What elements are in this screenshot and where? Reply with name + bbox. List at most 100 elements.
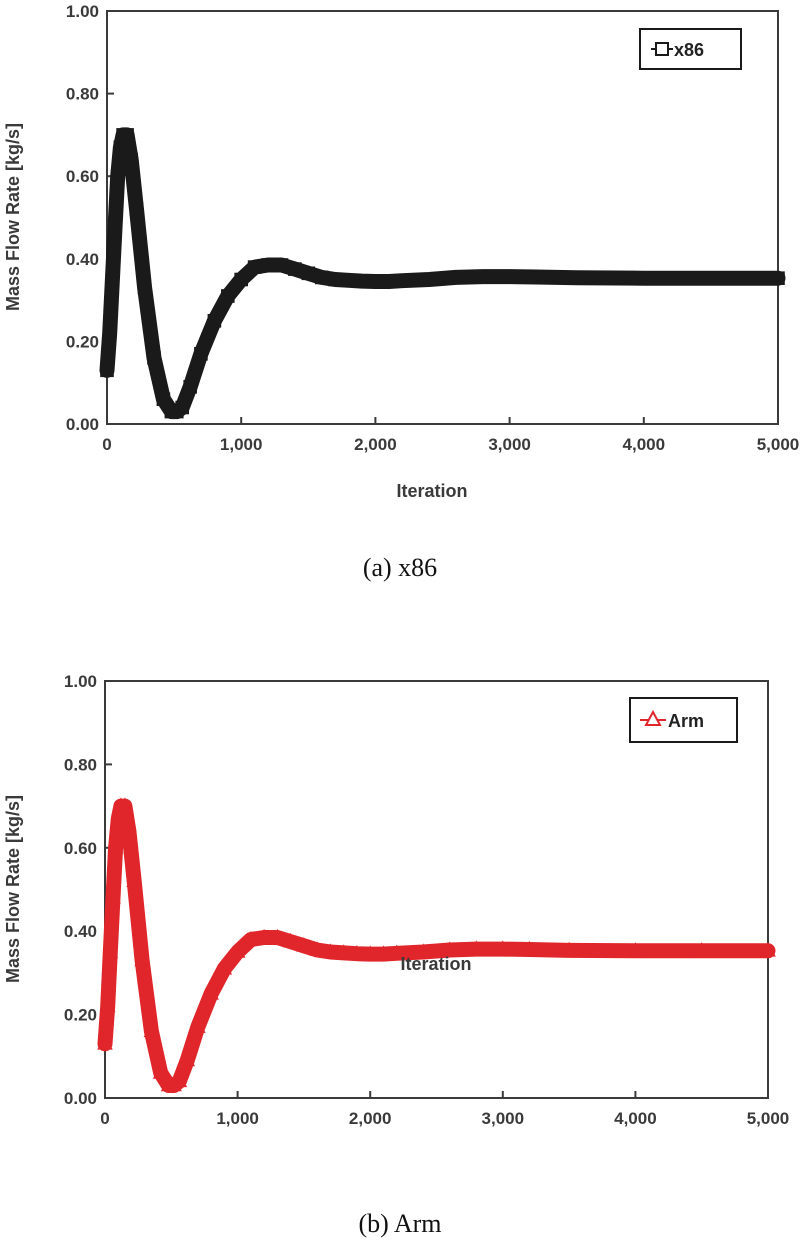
data-point: [243, 930, 259, 946]
data-point: [760, 942, 776, 957]
data-point: [388, 944, 405, 960]
data-point: [102, 326, 117, 340]
data-point: [521, 940, 538, 956]
series-group-a: [99, 127, 786, 420]
data-point: [395, 273, 410, 288]
legend-label-a: x86: [674, 40, 704, 60]
data-point: [124, 152, 138, 167]
y-tick-label: 0.20: [66, 332, 99, 351]
series-group-b: [97, 797, 776, 1093]
data-point: [171, 1072, 188, 1088]
x-tick-label: 4,000: [614, 1109, 657, 1128]
y-tick-label: 1.00: [66, 2, 99, 21]
data-point: [296, 937, 312, 952]
data-point: [368, 274, 383, 289]
data-point: [475, 269, 490, 284]
legend-marker-triangle-icon: [644, 709, 662, 726]
data-point: [502, 269, 517, 284]
y-axis-title-b: Mass Flow Rate [kg/s]: [3, 795, 23, 983]
data-point: [627, 942, 644, 957]
data-point: [274, 258, 289, 272]
x-tick-label: 1,000: [216, 1109, 259, 1128]
data-point: [126, 872, 143, 888]
ticks-b: 0 1,000 2,000 3,000 4,000 5,000 0.00 0.20 0.40 0.…: [64, 672, 789, 1128]
y-tick-label: 0.60: [66, 167, 99, 186]
data-point: [156, 392, 171, 407]
ticks-a: 0 1,000 2,000 3,000 4,000 5,000 0.00 0.20 0.40 0.…: [66, 2, 799, 454]
x-tick-label: 3,000: [482, 1109, 525, 1128]
x-tick-label: 2,000: [354, 435, 397, 454]
data-point: [449, 270, 463, 285]
x-tick-label: 5,000: [747, 1109, 790, 1128]
data-point: [97, 1035, 113, 1050]
y-tick-label: 0.80: [66, 85, 99, 104]
data-point: [693, 942, 710, 957]
data-point: [121, 822, 137, 837]
data-point: [415, 943, 432, 958]
x-axis-title-a: Iteration: [396, 481, 467, 501]
data-point: [105, 272, 120, 287]
y-tick-label: 0.00: [66, 415, 99, 434]
data-point: [362, 945, 379, 960]
data-point: [110, 809, 127, 825]
data-point: [100, 363, 114, 378]
data-point: [569, 270, 584, 285]
x-axis-title-b: Iteration: [400, 954, 471, 974]
data-point: [256, 928, 272, 944]
data-point: [636, 271, 651, 286]
data-point: [120, 128, 134, 142]
data-point: [494, 940, 511, 955]
data-point: [216, 960, 233, 975]
data-point: [189, 1018, 206, 1033]
data-point: [314, 270, 329, 285]
data-point: [269, 928, 286, 944]
data-point: [129, 202, 144, 216]
x-tick-label: 3,000: [488, 435, 531, 454]
data-point: [137, 280, 152, 295]
x-tick-label: 1,000: [220, 435, 263, 454]
caption-b: (b) Arm: [358, 1209, 441, 1238]
data-point: [207, 313, 222, 328]
data-point: [341, 273, 356, 288]
data-point: [261, 258, 275, 272]
data-point: [381, 274, 396, 289]
y-tick-label: 0.20: [64, 1006, 97, 1025]
data-point: [247, 260, 262, 274]
data-point: [349, 945, 365, 960]
legend-marker-square-icon: [655, 42, 669, 56]
chart-panel-b: 0 1,000 2,000 3,000 4,000 5,000 0.00 0.20 0.40 0.…: [3, 672, 789, 1238]
data-point: [375, 945, 392, 960]
x-tick-label: 4,000: [623, 435, 666, 454]
data-point: [704, 271, 718, 286]
y-tick-label: 0.60: [64, 839, 97, 858]
data-point: [422, 272, 436, 287]
data-point: [328, 272, 342, 287]
data-point: [309, 941, 326, 956]
data-point: [203, 985, 219, 1000]
data-point: [166, 1076, 182, 1092]
data-point: [99, 997, 116, 1013]
plot-frame-a: [106, 10, 779, 425]
legend-label-b: Arm: [668, 711, 704, 731]
data-point: [771, 271, 785, 286]
data-point: [234, 272, 248, 287]
data-point: [468, 940, 485, 955]
data-point: [134, 951, 150, 967]
data-point: [147, 351, 161, 365]
caption-a: (a) x86: [363, 553, 437, 582]
data-point: [110, 169, 125, 183]
data-point: [221, 289, 235, 303]
y-tick-label: 0.00: [64, 1089, 97, 1108]
data-point: [102, 943, 119, 958]
x-tick-label: 0: [100, 1109, 109, 1128]
data-point: [183, 379, 197, 394]
y-tick-label: 0.40: [66, 250, 99, 269]
y-tick-label: 0.40: [64, 922, 97, 941]
data-point: [117, 797, 133, 812]
x-tick-label: 2,000: [349, 1109, 392, 1128]
legend-a: x86: [639, 28, 742, 70]
y-tick-label: 1.00: [64, 672, 97, 691]
data-point: [152, 1064, 169, 1079]
data-point: [335, 944, 352, 959]
